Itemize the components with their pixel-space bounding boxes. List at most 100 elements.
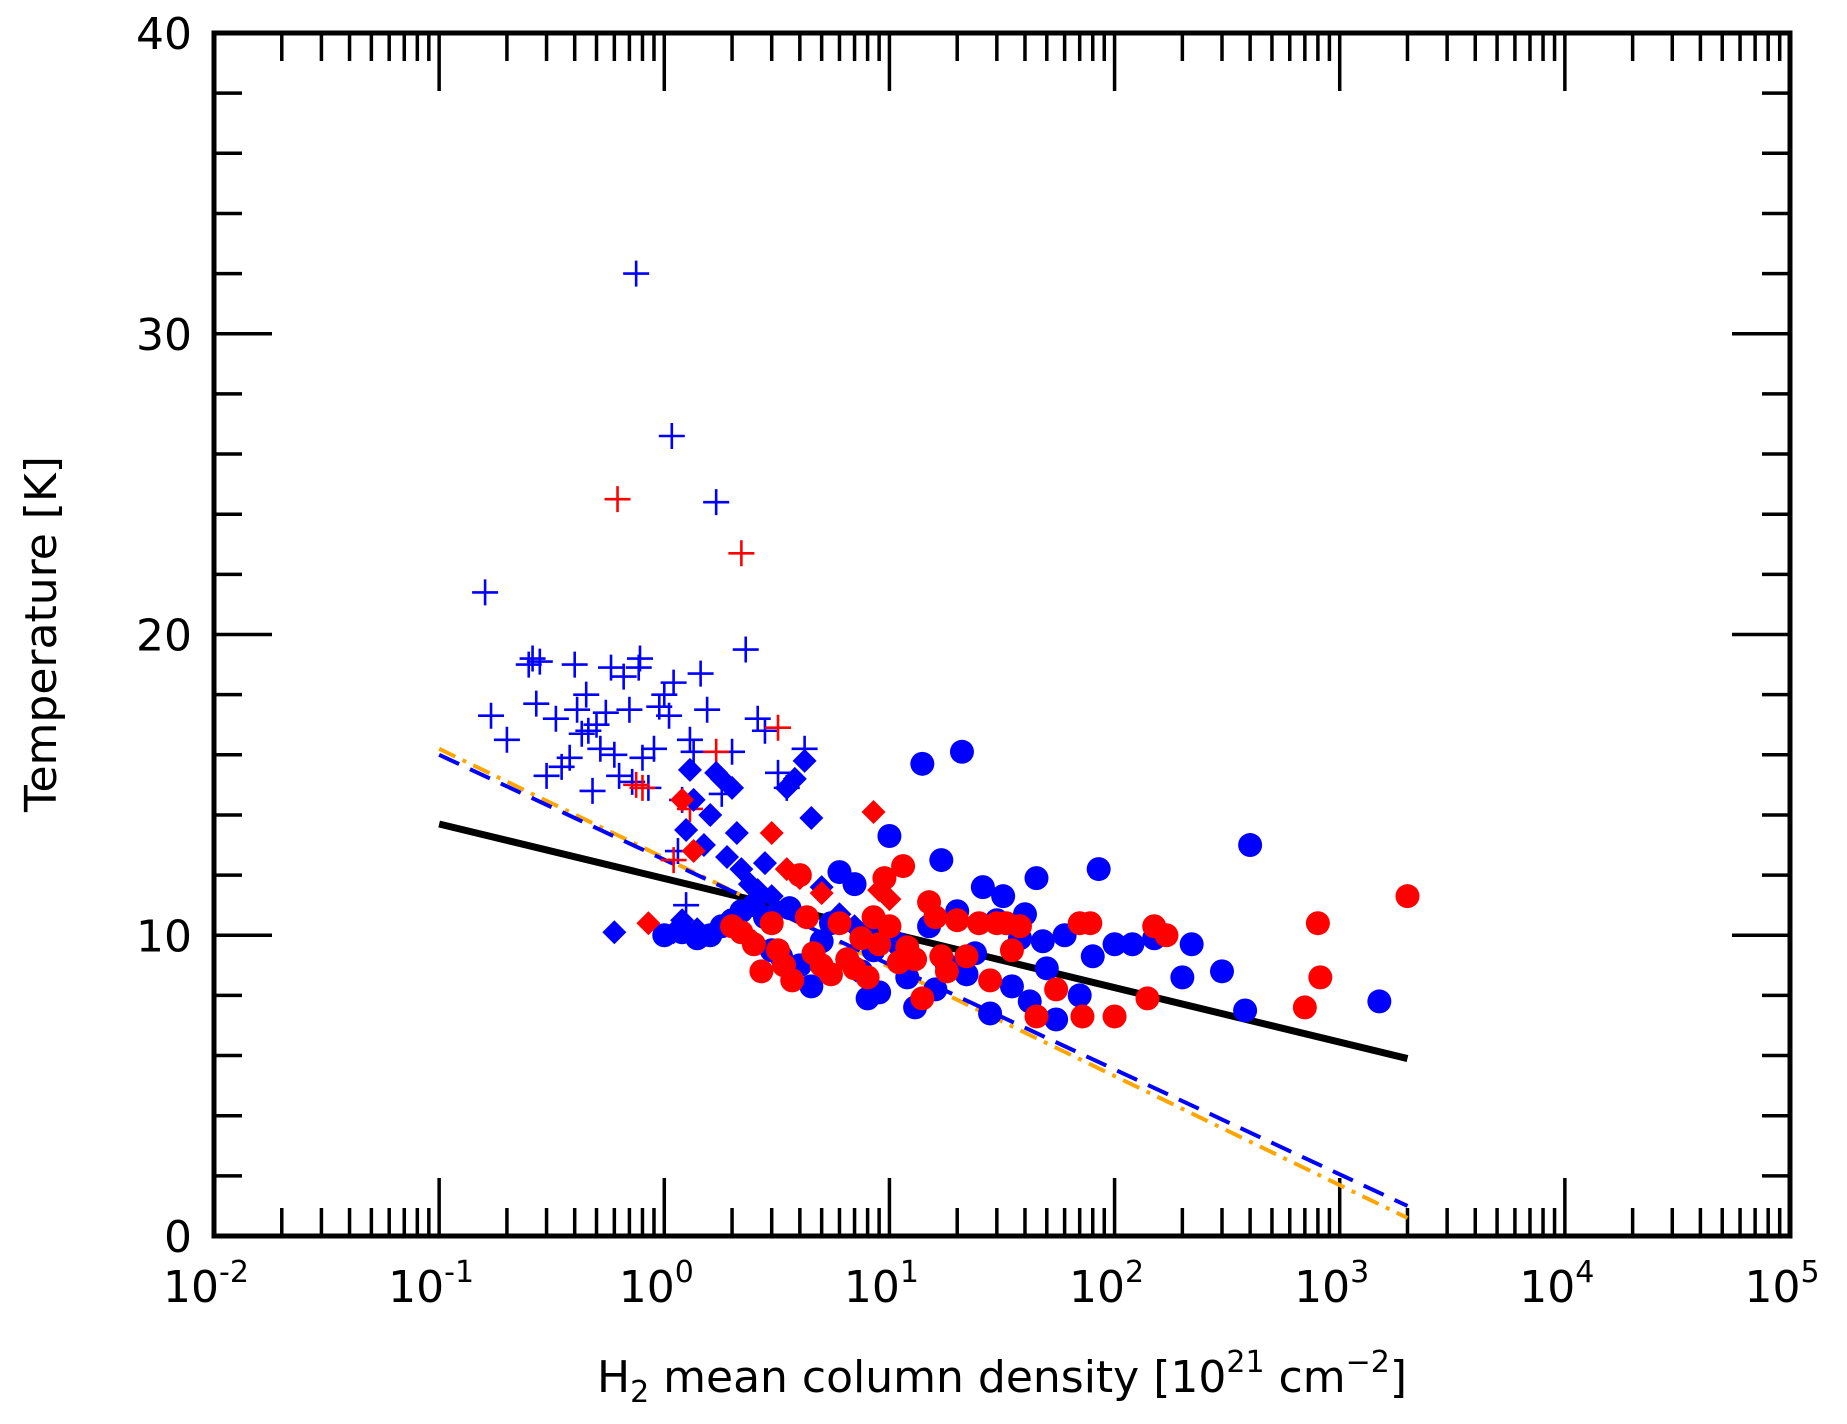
blue-circle-point: [910, 751, 935, 776]
red-plus-point: [604, 486, 631, 513]
plot-frame: [211, 30, 1793, 1239]
x-tick-exponent: 2: [1125, 1255, 1144, 1290]
red-circle-point: [1305, 911, 1330, 936]
y-tick-label: 20: [136, 611, 192, 662]
red-circle-point: [945, 908, 970, 933]
y-tick-label: 30: [136, 310, 192, 361]
blue-circle-point: [799, 974, 824, 999]
blue-circle-point: [929, 848, 954, 873]
blue-circle-point: [954, 962, 979, 987]
red-circle-point: [1154, 923, 1179, 948]
blue-plus-point: [606, 762, 633, 789]
blue-plus-point: [493, 726, 520, 753]
red-circle-point: [1070, 1004, 1095, 1029]
blue-plus-point: [680, 738, 707, 765]
data-points: [472, 260, 1420, 1032]
red-circle-point: [903, 947, 928, 972]
red-circle-point: [794, 905, 819, 930]
red-circle-point: [891, 854, 916, 879]
blue-diamond-point: [724, 820, 749, 845]
blue-plus-point: [472, 579, 499, 606]
axis-ticks: [214, 33, 1790, 1236]
red-diamond-point: [720, 914, 745, 939]
x-tick-exponent: 1: [900, 1255, 919, 1290]
blue-plus-point: [676, 726, 703, 753]
red-circle-point: [1007, 914, 1032, 939]
x-tick-base: 10: [1069, 1262, 1125, 1313]
blue-plus-point: [556, 744, 583, 771]
blue-plus-point: [579, 777, 606, 804]
red-circle-point: [954, 944, 979, 969]
y-tick-labels: 0 10 20 30 40: [136, 9, 192, 1263]
x-label-sub: 2: [630, 1375, 649, 1410]
blue-diamond-point: [602, 920, 627, 945]
blue-plus-point: [656, 702, 683, 729]
x-tick-exponent: 4: [1575, 1255, 1594, 1290]
x-tick-labels: 10-2 10-1 100 101 102 103 104 105: [163, 1255, 1820, 1313]
red-diamond-point: [759, 820, 784, 845]
blue-circle-point: [877, 824, 902, 849]
blue-circle-point: [1238, 833, 1263, 858]
red-plus-point: [623, 771, 650, 798]
blue-plus-point: [744, 705, 771, 732]
blue-plus-point: [592, 699, 619, 726]
red-circle-point: [877, 914, 902, 939]
blue-circle-point: [1086, 857, 1111, 882]
x-label-sup2: −2: [1346, 1345, 1390, 1380]
blue-circle-point: [1030, 929, 1055, 954]
blue-plus-point: [610, 663, 637, 690]
red-circle-point: [1044, 977, 1069, 1002]
blue-diamond-point: [698, 802, 723, 827]
blue-circle-point: [842, 872, 867, 897]
blue-circle-point: [1179, 932, 1204, 957]
x-tick-label: 101: [844, 1255, 919, 1313]
red-diamond-point: [636, 911, 661, 936]
blue-plus-point: [660, 669, 687, 696]
x-label-close: ]: [1390, 1352, 1407, 1403]
blue-diamond-point: [674, 817, 699, 842]
y-axis-label: Temperature [K]: [16, 456, 67, 813]
red-circle-point: [780, 968, 805, 993]
blue-circle-point: [1102, 932, 1127, 957]
x-tick-label: 100: [619, 1255, 694, 1313]
x-tick-exponent: -1: [444, 1255, 474, 1290]
red-circle-point: [827, 911, 852, 936]
red-plus-point: [728, 540, 755, 567]
blue-plus-point: [587, 735, 614, 762]
red-circle-point: [1292, 995, 1317, 1020]
blue-diamond-point: [799, 805, 824, 830]
red-circle-point: [1308, 965, 1333, 990]
x-label-sup1: 21: [1226, 1345, 1264, 1380]
blue-circle-point: [978, 1001, 1003, 1026]
red-circle-point: [759, 911, 784, 936]
red-circle-point: [910, 986, 935, 1011]
x-axis-label: H2 mean column density [1021 cm−2]: [597, 1345, 1407, 1410]
blue-circle-point: [999, 974, 1024, 999]
red-diamond-point: [741, 929, 766, 954]
fit-lines: [438, 746, 1409, 1220]
x-tick-base: 10: [163, 1262, 219, 1313]
red-circle-point: [1078, 911, 1103, 936]
blue-circle-point: [1233, 998, 1258, 1023]
red-circle-point: [999, 938, 1024, 963]
red-circle-point: [978, 968, 1003, 993]
x-tick-label: 10-1: [388, 1255, 474, 1313]
blue-circle-point: [1120, 932, 1145, 957]
blue-plus-point: [616, 696, 643, 723]
y-tick-label: 40: [136, 9, 192, 60]
red-circle-point: [818, 962, 843, 987]
x-tick-base: 10: [1519, 1262, 1575, 1313]
x-label-base: H: [597, 1352, 630, 1403]
x-tick-exponent: 3: [1350, 1255, 1369, 1290]
blue-plus-point: [523, 690, 550, 717]
red-diamond-point: [861, 799, 886, 824]
blue-plus-point: [751, 717, 778, 744]
red-circle-point: [855, 965, 880, 990]
blue-plus-point: [626, 645, 653, 672]
x-tick-label: 10-2: [163, 1255, 249, 1313]
blue-plus-point: [601, 741, 628, 768]
y-tick-label: 0: [164, 1212, 192, 1263]
blue-diamond-point: [685, 917, 710, 942]
blue-plus-point: [687, 660, 714, 687]
blue-diamond-point: [670, 908, 695, 933]
